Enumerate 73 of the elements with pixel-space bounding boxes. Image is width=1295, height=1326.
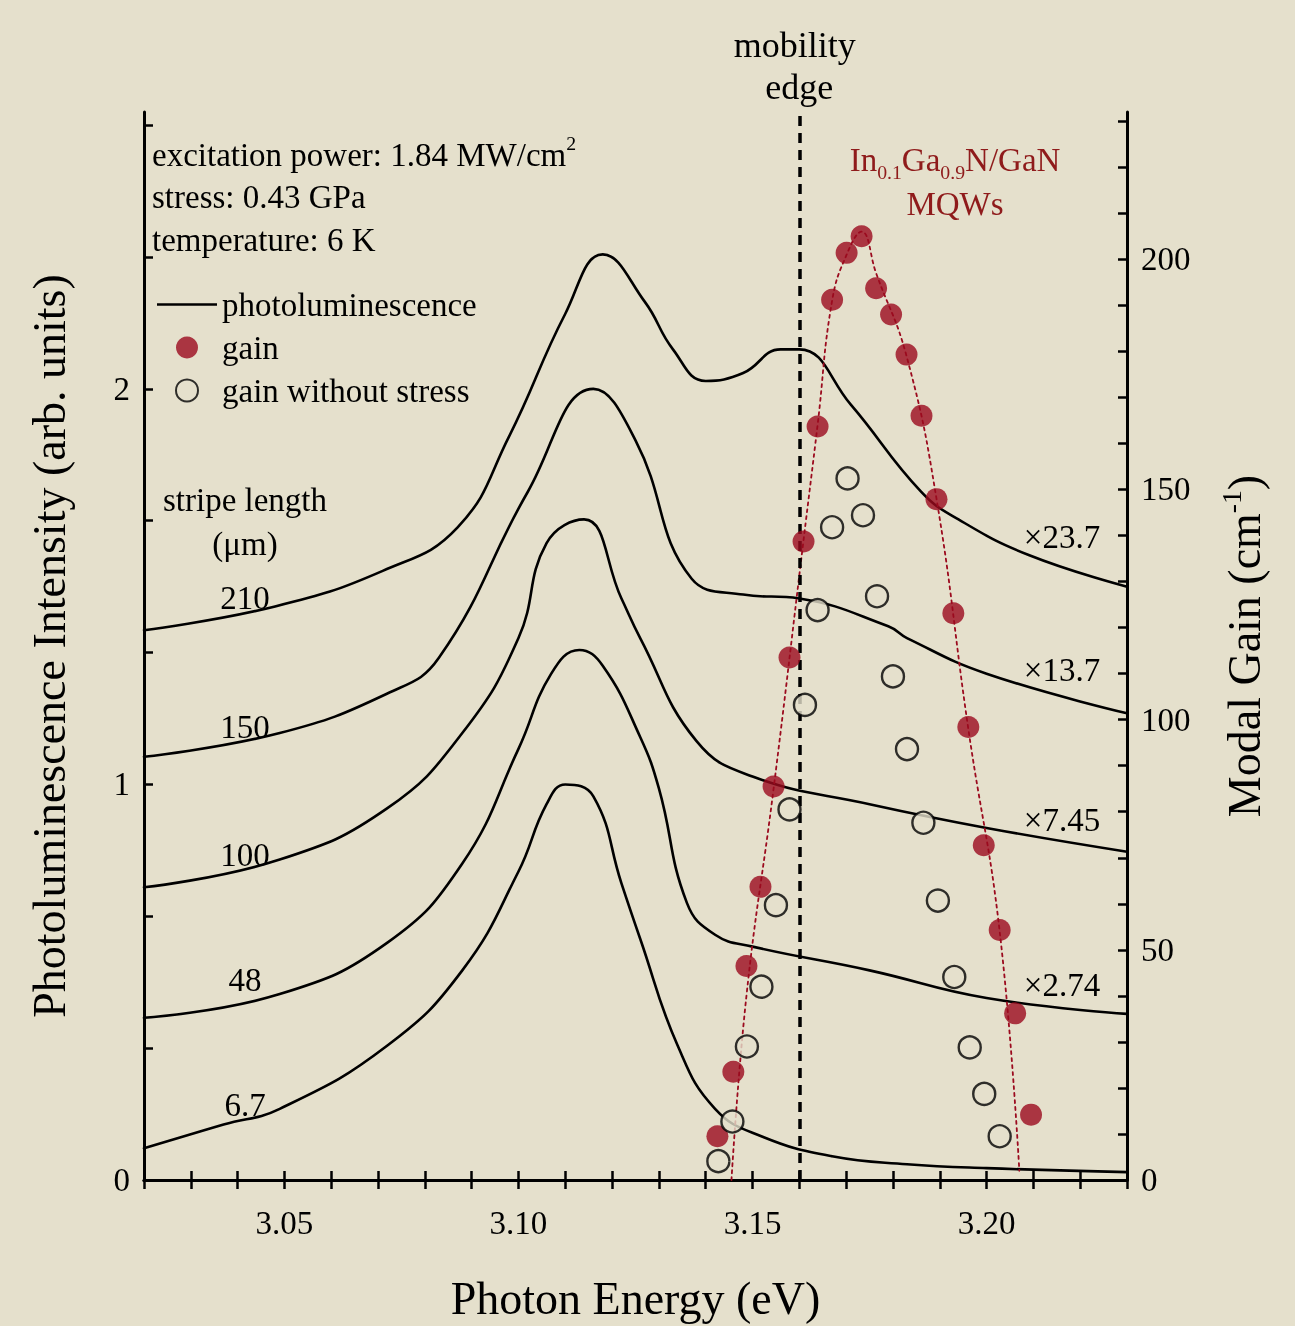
point bbox=[706, 1125, 729, 1148]
point bbox=[778, 646, 801, 669]
x-axis-title: Photon Energy (eV) bbox=[450, 1272, 821, 1324]
legend-label: gain without stress bbox=[222, 372, 470, 409]
y-tick-label: 1 bbox=[113, 766, 130, 803]
annotation: temperature: 6 K bbox=[152, 222, 376, 258]
x-tick-label: 3.20 bbox=[957, 1204, 1016, 1241]
point bbox=[972, 1081, 997, 1107]
point bbox=[910, 404, 933, 427]
point bbox=[821, 288, 844, 311]
point bbox=[777, 797, 802, 822]
legend-label: gain bbox=[222, 329, 279, 366]
y-axis-title: Photoluminescence Intensity (arb. units) bbox=[23, 274, 75, 1018]
point bbox=[749, 875, 772, 898]
point bbox=[735, 954, 758, 977]
point bbox=[850, 503, 876, 528]
annotation: 210 bbox=[220, 580, 270, 616]
point bbox=[792, 692, 818, 718]
point bbox=[988, 919, 1011, 942]
point bbox=[763, 892, 789, 918]
annotation: stress: 0.43 GPa bbox=[152, 179, 366, 215]
point bbox=[749, 974, 774, 999]
point bbox=[880, 664, 906, 689]
point bbox=[942, 602, 965, 625]
point bbox=[722, 1060, 745, 1083]
annotation: stripe length (μm) bbox=[162, 482, 328, 563]
point bbox=[706, 1148, 731, 1174]
point bbox=[865, 277, 888, 300]
annotation: 100 bbox=[220, 837, 270, 873]
annotation: ×2.74 bbox=[1023, 967, 1101, 1003]
point bbox=[957, 1035, 982, 1060]
point bbox=[880, 303, 903, 326]
point bbox=[925, 488, 948, 511]
y2-tick-label: 200 bbox=[1141, 241, 1191, 278]
legend-label: photoluminescence bbox=[222, 286, 477, 323]
y2-tick-label: 100 bbox=[1141, 701, 1191, 738]
point bbox=[1020, 1103, 1043, 1126]
y2-axis-title: Modal Gain (cm-1) bbox=[1215, 474, 1271, 818]
point bbox=[972, 834, 995, 857]
point bbox=[864, 584, 890, 609]
point bbox=[957, 716, 980, 739]
point bbox=[734, 1034, 760, 1059]
point bbox=[720, 1109, 745, 1134]
point bbox=[806, 415, 829, 438]
point bbox=[762, 775, 785, 798]
point bbox=[987, 1124, 1012, 1149]
x-tick-label: 3.05 bbox=[255, 1204, 314, 1241]
annotation: ×7.45 bbox=[1023, 802, 1101, 838]
x-tick-label: 3.10 bbox=[489, 1204, 548, 1241]
y2-tick-label: 50 bbox=[1141, 931, 1174, 968]
annotation: 6.7 bbox=[224, 1087, 266, 1123]
point bbox=[925, 888, 951, 913]
point bbox=[911, 810, 936, 835]
point bbox=[1004, 1002, 1027, 1025]
point bbox=[894, 736, 920, 762]
annotation: ×13.7 bbox=[1023, 652, 1101, 688]
point bbox=[805, 597, 830, 623]
point bbox=[835, 466, 860, 491]
annotation: 48 bbox=[228, 962, 262, 998]
point bbox=[792, 530, 815, 553]
point bbox=[819, 515, 845, 540]
point bbox=[835, 241, 858, 264]
y2-tick-label: 150 bbox=[1141, 471, 1191, 508]
x-tick-label: 3.15 bbox=[723, 1204, 782, 1241]
point bbox=[895, 343, 918, 366]
point bbox=[942, 964, 967, 990]
point bbox=[850, 225, 873, 248]
y-tick-label: 2 bbox=[113, 370, 130, 407]
y-tick-label: 0 bbox=[113, 1162, 130, 1198]
annotation: 150 bbox=[220, 709, 270, 745]
annotation: ×23.7 bbox=[1023, 519, 1101, 555]
ref-line-label: mobility edge bbox=[733, 25, 865, 107]
y2-tick-label: 0 bbox=[1141, 1162, 1158, 1198]
